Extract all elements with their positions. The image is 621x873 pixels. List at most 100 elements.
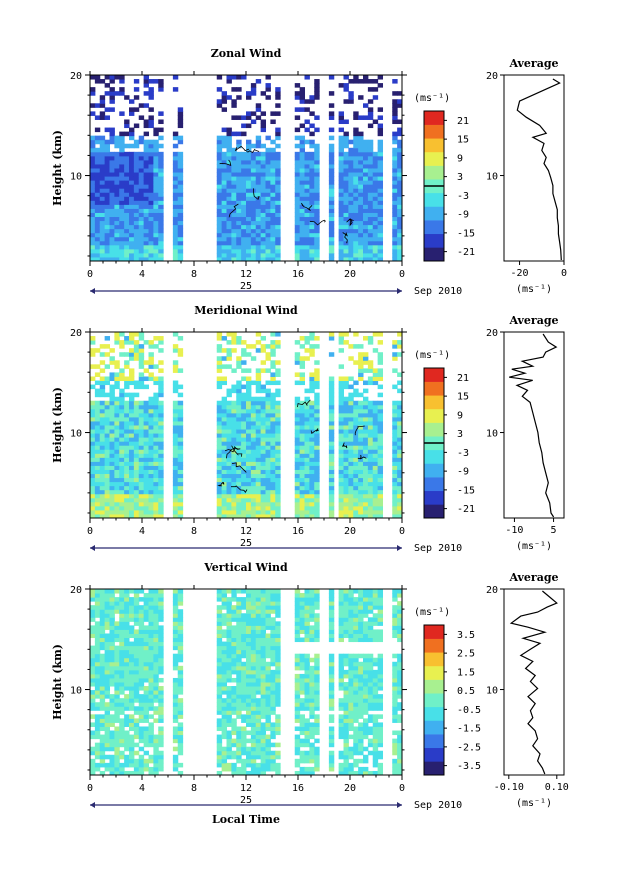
heatmap-cell [294,601,301,606]
heatmap-cell [353,75,359,80]
heatmap-cell [119,151,125,157]
heatmap-cell [114,244,120,250]
heatmap-cell [314,597,320,602]
heatmap-cell [255,332,262,337]
heatmap-cell [367,151,374,157]
heatmap-cell [328,220,335,226]
heatmap-cell [314,605,320,610]
heatmap-cell [304,686,310,691]
heatmap-cell [275,244,281,250]
heatmap-cell [90,653,96,659]
heatmap-cell [114,509,120,515]
heatmap-cell [226,216,232,222]
heatmap-cell [377,429,384,434]
heatmap-cell [377,437,384,442]
heatmap-cell [246,694,252,699]
heatmap-cell [343,734,349,740]
heatmap-cell [250,633,257,639]
heatmap-cell [138,473,145,479]
heatmap-cell [294,750,301,756]
heatmap-cell [231,75,237,80]
heatmap-cell [216,368,223,373]
heatmap-cell [104,653,111,659]
heatmap-cell [246,208,252,213]
heatmap-cell [158,669,164,675]
heatmap-cell [143,641,150,647]
heatmap-cell [177,597,184,602]
heatmap-cell [358,184,364,189]
heatmap-cell [119,131,125,137]
heatmap-cell [226,332,232,337]
heatmap-cell [270,698,276,703]
heatmap-cell [270,457,276,462]
heatmap-cell [104,597,111,602]
heatmap-cell [353,416,359,422]
heatmap-cell [133,392,140,398]
heatmap-cell [231,481,237,487]
heatmap-cell [236,505,242,511]
heatmap-cell [348,501,354,507]
heatmap-cell [309,224,315,230]
heatmap-cell [109,425,115,430]
heatmap-cell [343,698,349,703]
heatmap-cell [172,505,179,511]
heatmap-cell [377,196,384,201]
heatmap-cell [231,661,237,667]
heatmap-cell [343,669,349,675]
heatmap-cell [260,368,267,373]
heatmap-cell [153,657,159,663]
heatmap-cell [104,625,111,630]
heatmap-cell [250,433,257,438]
heatmap-cell [275,673,281,679]
heatmap-cell [377,412,384,418]
heatmap-cell [265,593,271,598]
heatmap-cell [172,87,179,92]
heatmap-cell [246,176,252,181]
heatmap-cell [309,445,315,450]
heatmap-cell [377,453,384,458]
heatmap-cell [177,188,184,193]
heatmap-cell [133,665,140,671]
heatmap-cell [109,384,115,390]
heatmap-cell [265,746,271,752]
heatmap-cell [250,408,257,414]
heatmap-cell [172,445,179,450]
heatmap-cell [109,702,115,707]
heatmap-cell [309,597,315,602]
heatmap-cell [94,416,101,422]
heatmap-cell [265,649,271,655]
heatmap-cell [255,453,262,458]
heatmap-cell [255,722,262,727]
heatmap-cell [353,208,359,213]
heatmap-cell [221,677,228,683]
heatmap-cell [129,513,135,518]
heatmap-cell [226,489,232,495]
heatmap-cell [275,408,281,414]
heatmap-cell [372,332,379,337]
heatmap-cell [338,127,345,133]
heatmap-cell [255,485,262,491]
heatmap-cell [231,159,237,165]
heatmap-cell [104,469,111,475]
heatmap-cell [177,738,184,744]
heatmap-cell [255,204,262,209]
heatmap-cell [353,240,359,246]
heatmap-cell [153,738,159,744]
heatmap-cell [148,196,154,201]
heatmap-cell [221,216,228,222]
heatmap-cell [328,617,335,622]
heatmap-cell [328,501,335,507]
heatmap-cell [328,657,335,663]
heatmap-cell [124,228,130,234]
heatmap-cell [265,465,271,470]
heatmap-cell [343,722,349,727]
heatmap-cell [328,698,335,703]
heatmap-cell [309,754,315,760]
heatmap-cell [216,718,223,723]
heatmap-cell [129,649,135,655]
heatmap-cell [129,453,135,458]
heatmap-cell [260,111,267,116]
heatmap-cell [148,151,154,157]
heatmap-cell [304,119,310,125]
heatmap-cell [338,730,345,736]
